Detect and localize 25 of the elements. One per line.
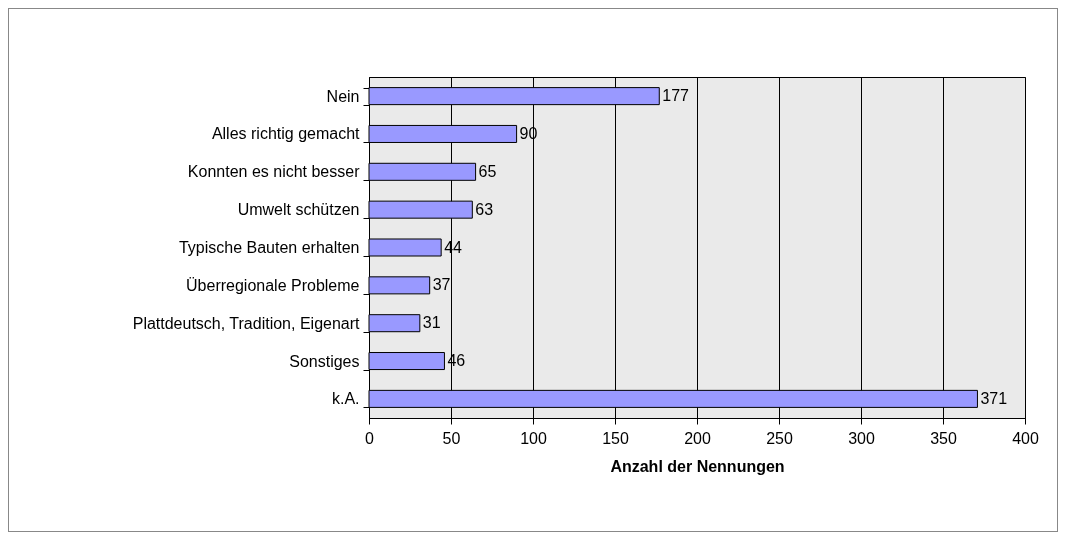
data-label: 31 [422,314,441,332]
data-label: 371 [980,389,1008,407]
y-tick-label: Überregionale Probleme [186,276,360,294]
x-tick-label: 150 [602,429,629,447]
x-tick-label: 200 [684,429,711,447]
y-tick-label: Sonstiges [289,352,360,370]
data-label: 37 [432,276,451,294]
y-tick-label: Umwelt schützen [237,201,360,219]
x-tick-label: 50 [442,429,461,447]
x-tick-label: 350 [930,429,957,447]
data-label: 177 [662,87,690,105]
y-tick-label: Plattdeutsch, Tradition, Eigenart [132,314,361,332]
data-label: 65 [478,162,497,180]
x-tick-label: 250 [766,429,793,447]
data-label: 63 [475,200,494,218]
x-tick-label: 300 [848,429,875,447]
y-tick-label: k.A. [331,390,360,408]
x-tick-label: 100 [520,429,547,447]
y-tick-label: Typische Bauten erhalten [178,239,360,256]
y-tick-label: Nein [326,87,360,105]
x-tick-label: 0 [365,429,375,447]
y-tick-label: Konnten es nicht besser [187,163,361,181]
x-axis-title: Anzahl der Nennungen [610,457,785,475]
x-tick-label: 400 [1012,429,1039,447]
y-tick-label: Alles richtig gemacht [211,125,361,143]
